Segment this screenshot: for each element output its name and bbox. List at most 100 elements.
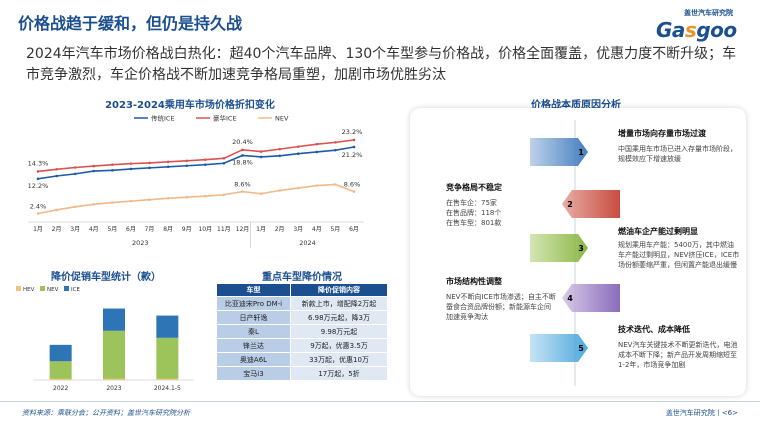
svg-text:4: 4 bbox=[567, 294, 573, 303]
x-tick-label: 10月 bbox=[198, 226, 212, 233]
reason-3-text: 规划乘用车产能：5400万，其中燃油车产能过剩明显，NEV挤压ICE，ICE市场… bbox=[618, 241, 740, 269]
reason-2-line-3: 在售车型：801款 bbox=[446, 219, 502, 227]
series-point bbox=[222, 157, 226, 160]
series-point bbox=[92, 203, 96, 206]
series-line-2 bbox=[37, 183, 355, 215]
intro-paragraph: 2024年汽车市场价格战白热化：超40个汽车品牌、130个车型参与价格战，价格全… bbox=[26, 46, 737, 83]
bar-segment-hev bbox=[103, 378, 125, 380]
series-point bbox=[55, 174, 58, 178]
table-cell-promo: 9万起，优惠3.5万 bbox=[290, 338, 388, 353]
page-title: 价格战趋于缓和，但仍是持久战 bbox=[18, 14, 243, 33]
series-point bbox=[73, 205, 77, 209]
x-tick-label: 3月 bbox=[293, 226, 303, 233]
table-row: 秦L 9.98万元起 bbox=[216, 324, 388, 339]
series-point bbox=[129, 199, 133, 203]
data-label-lux-end: 23.2% bbox=[342, 128, 363, 136]
table-cell-promo: 6.98万元起，降3万 bbox=[290, 310, 388, 325]
series-point bbox=[222, 161, 226, 165]
series-point bbox=[92, 164, 96, 168]
svg-text:3: 3 bbox=[578, 244, 584, 253]
table-cell-promo: 新款上市，增配降2万起 bbox=[290, 296, 388, 311]
series-point bbox=[148, 161, 151, 165]
logo-en-a: Ga bbox=[656, 18, 685, 42]
table-header-model: 车型 bbox=[216, 283, 291, 297]
bar-legend-label-0: HEV bbox=[23, 287, 35, 293]
series-point bbox=[203, 163, 207, 166]
reason-5-text: NEV汽车关键技术不断更新迭代，电池成本不断下降；新产品开发周期缩短至1-2年，… bbox=[618, 341, 738, 369]
series-point bbox=[352, 190, 356, 193]
brand-logo: 盖世汽车研究院 Gasgoo bbox=[656, 8, 748, 44]
x-tick-label: 9月 bbox=[182, 226, 192, 233]
data-label-ice-end: 21.2% bbox=[342, 151, 363, 159]
bar-segment-nev bbox=[49, 361, 72, 379]
series-point bbox=[55, 167, 58, 171]
legend-label-0: 传统ICE bbox=[151, 114, 175, 123]
bar-chart-title: 降价促销车型统计（款） bbox=[51, 272, 161, 283]
series-point bbox=[334, 141, 337, 144]
bar-category-label: 2024.1-5 bbox=[154, 385, 181, 392]
table-title: 重点车型降价情况 bbox=[262, 272, 342, 283]
price-cut-table: 车型 降价促销内容 比亚迪宋Pro DM-i 新款上市，增配降2万起 日产轩逸 6.… bbox=[216, 283, 388, 381]
series-line-1 bbox=[37, 139, 355, 173]
series-point bbox=[334, 148, 337, 152]
series-point bbox=[36, 177, 40, 181]
bar-segment-nev bbox=[103, 330, 125, 379]
logo-en-text: Gasgoo bbox=[656, 18, 748, 42]
bar-legend-label-2: ICE bbox=[71, 287, 80, 293]
reason-1-text: 中国乘用车市场已进入存量市场阶段，规模效应下增速放缓 bbox=[618, 145, 737, 163]
logo-cn-text: 盖世汽车研究院 bbox=[684, 9, 733, 17]
analysis-diagram: 1 2 3 4 5 bbox=[530, 120, 620, 386]
data-label-nev-end: 8.6% bbox=[344, 181, 361, 189]
series-point bbox=[185, 159, 189, 163]
series-point bbox=[111, 163, 114, 166]
table-cell-model: 秦L bbox=[216, 324, 291, 339]
data-label-ice-mid: 18.8% bbox=[232, 158, 253, 166]
series-point bbox=[278, 147, 281, 151]
year-label-2024: 2024 bbox=[299, 239, 316, 247]
table-row: 奥迪A6L 33万起，优惠10万 bbox=[216, 352, 388, 367]
analysis-title: 价格战本质原因分析 bbox=[531, 100, 621, 111]
reason-5-title: 技术迭代、成本降低 bbox=[618, 325, 690, 334]
table-cell-model: 奥迪A6L bbox=[216, 352, 291, 367]
footer-source: 资料来源：乘联分会；公开资料；盖世汽车研究院分析 bbox=[22, 409, 190, 417]
bar-category-label: 2023 bbox=[106, 385, 121, 392]
series-point bbox=[259, 192, 263, 195]
reason-4-title: 市场结构性调整 bbox=[446, 277, 502, 286]
x-tick-label: 2月 bbox=[275, 226, 285, 233]
series-point bbox=[241, 148, 244, 152]
reason-3-title: 燃油车企产能过剩明显 bbox=[618, 227, 698, 236]
x-tick-label: 3月 bbox=[70, 226, 80, 233]
line-chart: 传统ICE 豪华ICE NEV 1月 2月 3月 4月 5月 6月 7月 8月 9月 10月 11月 12月… bbox=[28, 114, 364, 248]
series-point bbox=[203, 158, 207, 162]
series-point bbox=[111, 169, 114, 172]
table-cell-model: 比亚迪宋Pro DM-i bbox=[216, 296, 291, 311]
series-point bbox=[315, 142, 319, 146]
series-point bbox=[73, 166, 77, 169]
year-label-2023: 2023 bbox=[132, 239, 149, 247]
table-row: 锋兰达 9万起，优惠3.5万 bbox=[216, 338, 388, 353]
series-point bbox=[166, 165, 170, 169]
data-label-lux-mid: 20.4% bbox=[232, 138, 253, 146]
bar-segment-hev bbox=[49, 378, 72, 380]
x-tick-label: 12月 bbox=[236, 226, 250, 233]
table-header-promo: 降价促销内容 bbox=[290, 283, 388, 297]
series-point bbox=[241, 190, 244, 193]
series-point bbox=[203, 194, 207, 198]
bar-segment-ice bbox=[156, 315, 179, 338]
series-point bbox=[278, 154, 281, 158]
reason-4-text: NEV不断向ICE市场渗透；自主不断蚕食合资品牌份额；新能源车企间加速竞争淘汰 bbox=[446, 293, 556, 321]
series-point bbox=[185, 195, 189, 199]
x-tick-label: 2月 bbox=[52, 226, 62, 233]
series-point bbox=[148, 166, 151, 170]
series-point bbox=[352, 138, 356, 142]
table-cell-model: 锋兰达 bbox=[216, 338, 291, 353]
bar-category-label: 2022 bbox=[53, 385, 68, 392]
series-point bbox=[296, 145, 300, 148]
footer-divider bbox=[0, 401, 760, 402]
series-point bbox=[55, 208, 58, 212]
footer-page: 盖世汽车研究院丨<6> bbox=[665, 409, 738, 417]
x-tick-label: 6月 bbox=[126, 226, 136, 233]
series-point bbox=[129, 167, 133, 171]
bar-segment-ice bbox=[49, 344, 72, 362]
data-label-nev-start: 2.4% bbox=[30, 203, 47, 211]
